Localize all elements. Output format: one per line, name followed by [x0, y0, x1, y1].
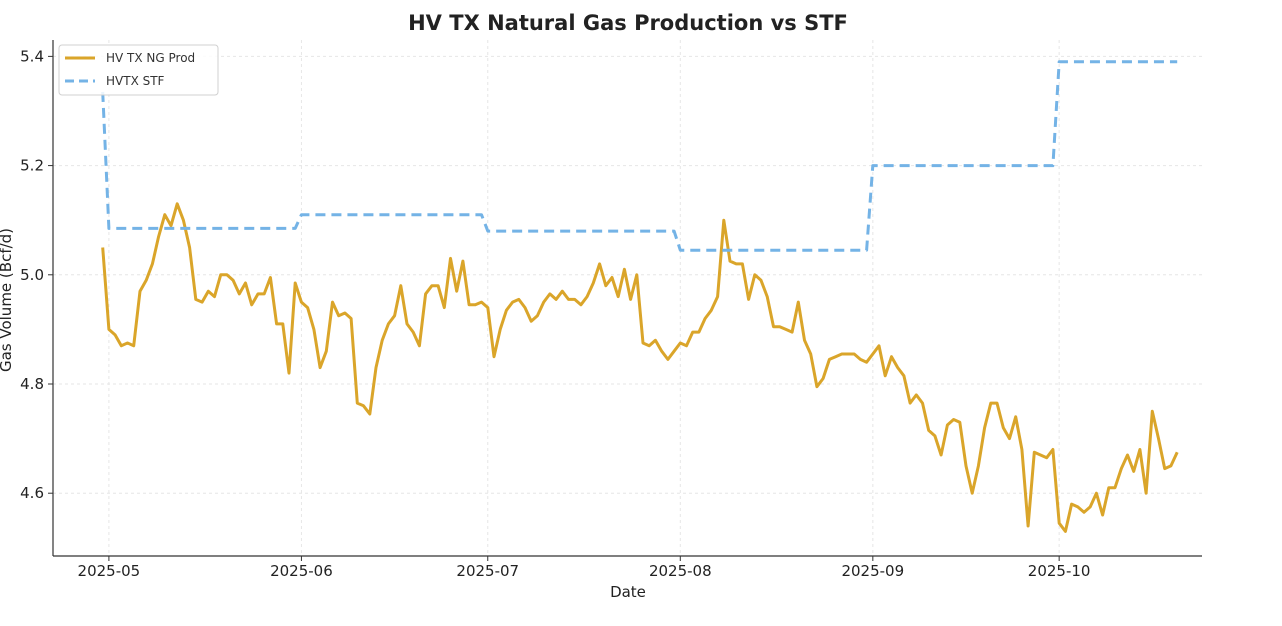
- series-line-stf: [101, 60, 1178, 252]
- axes: [48, 40, 1202, 561]
- y-tick-label: 4.6: [20, 484, 44, 502]
- legend-box: [58, 44, 219, 96]
- y-axis-label: Gas Volume (Bcf/d): [0, 228, 15, 372]
- x-tick-label: 2025-05: [78, 562, 141, 580]
- legend: HV TX NG Prod HVTX STF: [58, 44, 219, 96]
- x-tick-label: 2025-10: [1028, 562, 1091, 580]
- series-lines: [101, 60, 1179, 533]
- x-tick-label: 2025-06: [270, 562, 333, 580]
- x-tick-label: 2025-07: [456, 562, 519, 580]
- legend-label-production: HV TX NG Prod: [106, 51, 195, 65]
- legend-label-stf: HVTX STF: [106, 74, 165, 88]
- y-tick-label: 5.4: [20, 47, 44, 65]
- series-line-production: [101, 202, 1179, 533]
- y-tick-label: 5.2: [20, 157, 44, 175]
- y-tick-label: 4.8: [20, 375, 44, 393]
- x-tick-label: 2025-08: [649, 562, 712, 580]
- x-tick-label: 2025-09: [841, 562, 904, 580]
- chart-title: HV TX Natural Gas Production vs STF: [408, 11, 848, 35]
- y-tick-label: 5.0: [20, 266, 44, 284]
- tick-labels: 4.6 4.8 5.0 5.2 5.4 2025-05 2025-06 2025-07 2025…: [20, 47, 1090, 580]
- x-axis-label: Date: [610, 583, 646, 601]
- grid: [53, 40, 1202, 556]
